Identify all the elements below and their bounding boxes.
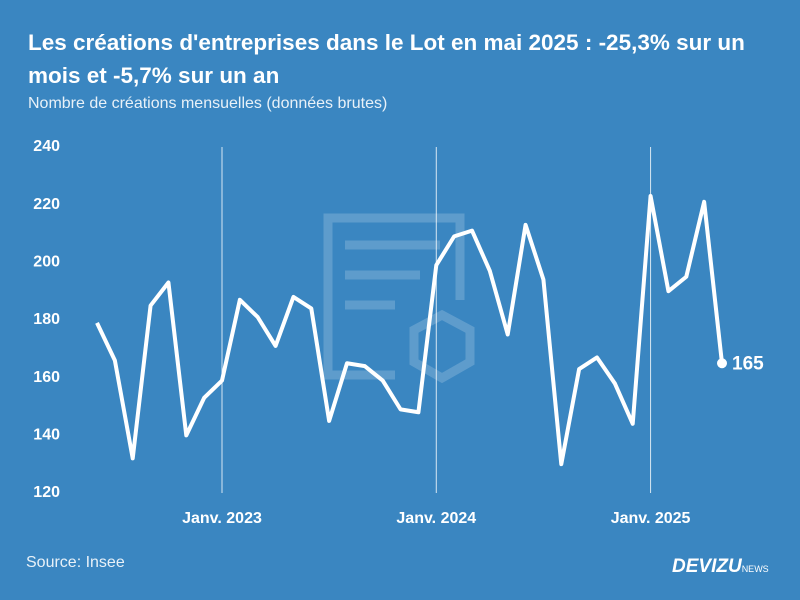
brand-suffix: NEWS <box>741 564 769 574</box>
watermark <box>323 213 475 384</box>
x-tick-label: Janv. 2025 <box>611 510 691 527</box>
source: Source: Insee <box>26 554 125 571</box>
x-tick-label: Janv. 2024 <box>396 510 476 527</box>
brand: DEVIZUNEWS <box>672 556 769 578</box>
y-tick-label: 160 <box>33 369 60 386</box>
y-tick-label: 180 <box>33 311 60 328</box>
end-label: 165 <box>732 353 764 374</box>
chart-title: Les créations d'entreprises dans le Lot … <box>28 30 745 88</box>
x-tick-label: Janv. 2023 <box>182 510 262 527</box>
line <box>95 194 724 467</box>
y-tick-label: 240 <box>33 138 60 155</box>
y-tick-label: 120 <box>33 484 60 501</box>
chart-subtitle: Nombre de créations mensuelles (données … <box>28 95 388 112</box>
brand-name: DEVIZU <box>672 556 742 577</box>
end-point <box>717 358 727 369</box>
y-tick-label: 200 <box>33 254 60 271</box>
y-tick-label: 140 <box>33 427 60 444</box>
y-tick-label: 220 <box>33 196 60 213</box>
